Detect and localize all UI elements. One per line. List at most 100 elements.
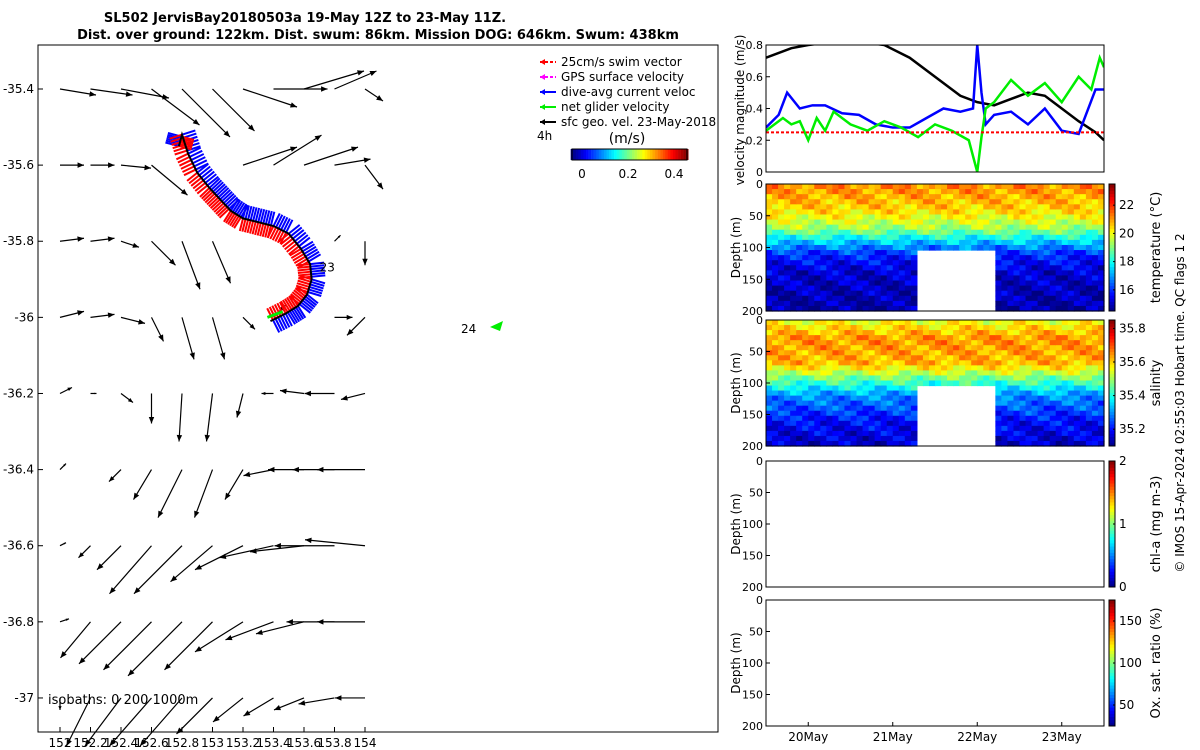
section-cell	[904, 250, 912, 256]
section-cell	[874, 385, 882, 392]
section-cell	[1055, 395, 1063, 402]
section-colorbar-cell	[1109, 342, 1115, 346]
section-cell	[772, 350, 779, 356]
arrow-head	[63, 542, 66, 545]
section-cell	[844, 375, 852, 382]
section-cell	[796, 209, 803, 216]
section-cell	[1061, 340, 1069, 346]
section-cell	[947, 214, 954, 221]
section-cell	[838, 260, 846, 266]
geo-velocity-arrow	[212, 88, 255, 132]
section-cell	[796, 330, 803, 336]
section-cell	[904, 275, 912, 282]
section-cell	[826, 355, 833, 361]
section-cell	[868, 229, 876, 236]
section-cell	[808, 425, 815, 432]
section-cell	[1037, 435, 1045, 442]
section-cell	[856, 335, 864, 341]
section-cell	[772, 265, 779, 271]
section-cell	[977, 184, 984, 190]
section-colorbar-cell	[1109, 675, 1115, 680]
section-cell	[868, 239, 876, 246]
section-cell	[1061, 410, 1069, 417]
section-cell	[1031, 340, 1039, 346]
section-cell	[1055, 255, 1063, 261]
colorbar-cell	[578, 149, 582, 160]
section-cell	[826, 430, 833, 437]
section-cell	[1097, 410, 1105, 417]
section-cell	[1049, 440, 1057, 447]
section-cell	[874, 320, 882, 326]
section-cell	[862, 219, 870, 226]
section-cell	[1025, 204, 1033, 210]
section-cell	[1001, 244, 1009, 251]
section-cell	[965, 204, 972, 210]
section-cell	[784, 250, 791, 256]
section-cell	[1085, 275, 1093, 282]
section-cell	[1049, 350, 1057, 356]
section-cell	[868, 189, 876, 195]
section-cell	[904, 204, 912, 210]
section-cell	[814, 415, 821, 422]
section-cell	[832, 250, 840, 256]
section-cell	[1079, 229, 1087, 236]
section-cell	[850, 194, 858, 200]
colorbar-cell	[652, 149, 656, 160]
section-cell	[1025, 325, 1033, 331]
section-cell	[880, 355, 888, 361]
section-cell	[832, 345, 840, 351]
section-cell	[1043, 219, 1051, 226]
section-cell	[802, 184, 809, 190]
section-cell	[1097, 239, 1105, 246]
arrow-head	[77, 310, 84, 316]
section-cell	[1007, 375, 1015, 382]
section-cell	[880, 370, 888, 377]
section-cell	[1097, 300, 1105, 307]
section-cell	[802, 250, 809, 256]
section-cell	[892, 280, 900, 287]
geo-velocity-arrow	[303, 70, 365, 90]
section-colorbar-cell	[1109, 520, 1115, 525]
section-cell	[766, 265, 773, 271]
arrow-head	[314, 135, 322, 141]
section-cell	[1067, 265, 1075, 271]
section-cell	[778, 280, 785, 287]
section-cell	[1025, 435, 1033, 442]
arrow-shaft	[255, 621, 305, 635]
section-cell	[1055, 219, 1063, 226]
section-cell	[844, 280, 852, 287]
section-cell	[1031, 285, 1039, 292]
section-cell	[1097, 244, 1105, 251]
section-cell	[1025, 420, 1033, 427]
section-cell	[874, 430, 882, 437]
section-cell	[1013, 255, 1021, 261]
colorbar-cell	[611, 149, 615, 160]
geo-velocity-arrow	[127, 621, 183, 677]
section-cell	[874, 440, 882, 447]
dive-avg-current-vectors-stroke	[198, 165, 211, 177]
section-cell	[1091, 440, 1099, 447]
geo-velocity-arrow	[334, 70, 377, 90]
section-cell	[1007, 355, 1015, 361]
section-cell	[1013, 305, 1021, 312]
section-cell	[1049, 390, 1057, 397]
section-colorbar-cell	[1109, 640, 1115, 645]
section-cell	[796, 300, 803, 307]
section-cell	[1061, 275, 1069, 282]
section-cell	[910, 390, 918, 397]
section-cell	[916, 184, 924, 190]
section-cell	[928, 340, 936, 346]
section-cell	[1067, 184, 1075, 190]
section-cell	[850, 214, 858, 221]
section-cell	[995, 350, 1002, 356]
section-cell	[1061, 290, 1069, 297]
section-cell	[941, 244, 948, 251]
section-colorbar-cell	[1109, 533, 1115, 538]
map-background	[38, 45, 718, 732]
section-cell	[928, 204, 936, 210]
section-cell	[850, 285, 858, 292]
section-cell	[766, 350, 773, 356]
arrow-head	[376, 182, 383, 190]
section-cell	[971, 335, 978, 341]
section-cell	[971, 365, 978, 371]
